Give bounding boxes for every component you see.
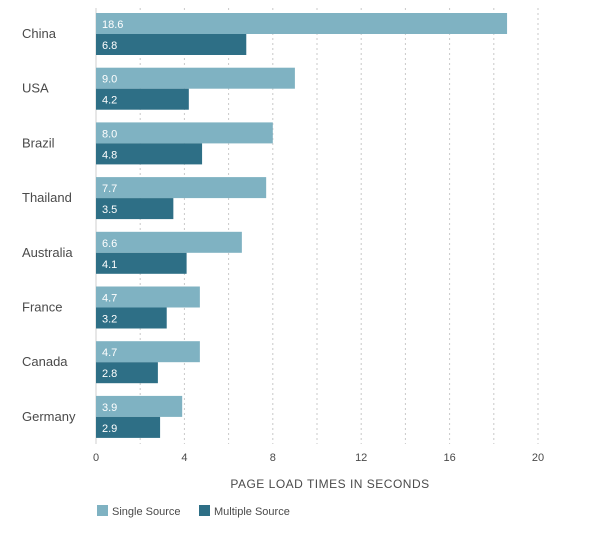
bar-single-source (96, 341, 200, 363)
bar-multiple-source (96, 143, 203, 165)
category-label: Germany (22, 409, 76, 424)
x-tick-label: 16 (443, 452, 455, 464)
axis-layer: PAGE LOAD TIMES IN SECONDS 0 4 8 12 16 20 (93, 452, 544, 491)
category-label: Australia (22, 245, 73, 260)
category-label: China (22, 26, 57, 41)
legend-swatch (199, 505, 210, 516)
bar-value-label: 4.1 (102, 259, 117, 271)
bar-value-label: 4.8 (102, 149, 117, 161)
legend-label: Multiple Source (214, 506, 290, 518)
bar-value-label: 8.0 (102, 128, 117, 140)
bar-single-source (96, 395, 183, 417)
bar-multiple-source (96, 307, 167, 329)
category-label: Brazil (22, 135, 55, 150)
bar-value-label: 4.7 (102, 347, 117, 359)
bar-value-label: 9.0 (102, 74, 117, 86)
bar-single-source (96, 286, 200, 308)
legend: Single Source Multiple Source (97, 505, 290, 518)
bar-value-label: 3.5 (102, 204, 117, 216)
bar-multiple-source (96, 416, 161, 438)
x-tick-label: 0 (93, 452, 99, 464)
category-label: France (22, 300, 62, 315)
x-tick-label: 4 (181, 452, 187, 464)
legend-label: Single Source (112, 506, 181, 518)
bar-single-source (96, 231, 242, 253)
bar-value-label: 18.6 (102, 19, 123, 31)
bar-multiple-source (96, 252, 187, 274)
x-tick-label: 12 (355, 452, 367, 464)
bar-value-label: 2.9 (102, 423, 117, 435)
bar-value-label: 2.8 (102, 368, 117, 380)
legend-swatch (97, 505, 108, 516)
bar-multiple-source (96, 34, 247, 55)
category-label: USA (22, 81, 49, 96)
x-axis-title: PAGE LOAD TIMES IN SECONDS (230, 477, 429, 491)
bar-value-label: 4.7 (102, 293, 117, 305)
bar-single-source (96, 13, 508, 34)
bar-multiple-source (96, 198, 174, 220)
bar-single-source (96, 67, 295, 89)
bar-multiple-source (96, 88, 189, 110)
bar-value-label: 3.9 (102, 402, 117, 414)
bar-multiple-source (96, 362, 158, 384)
bar-value-label: 6.6 (102, 238, 117, 250)
bar-layer (96, 13, 508, 438)
bar-value-label: 6.8 (102, 40, 117, 52)
category-label: Canada (22, 354, 68, 369)
bar-single-source (96, 177, 267, 199)
label-layer: China 18.6 6.8 USA 9.0 4.2 Brazil 8.0 4.8 Thailan… (22, 19, 123, 435)
bar-value-label: 7.7 (102, 183, 117, 195)
bar-single-source (96, 122, 273, 144)
x-tick-label: 8 (270, 452, 276, 464)
x-tick-label: 20 (532, 452, 544, 464)
bar-value-label: 4.2 (102, 95, 117, 107)
category-label: Thailand (22, 190, 72, 205)
bar-value-label: 3.2 (102, 314, 117, 326)
